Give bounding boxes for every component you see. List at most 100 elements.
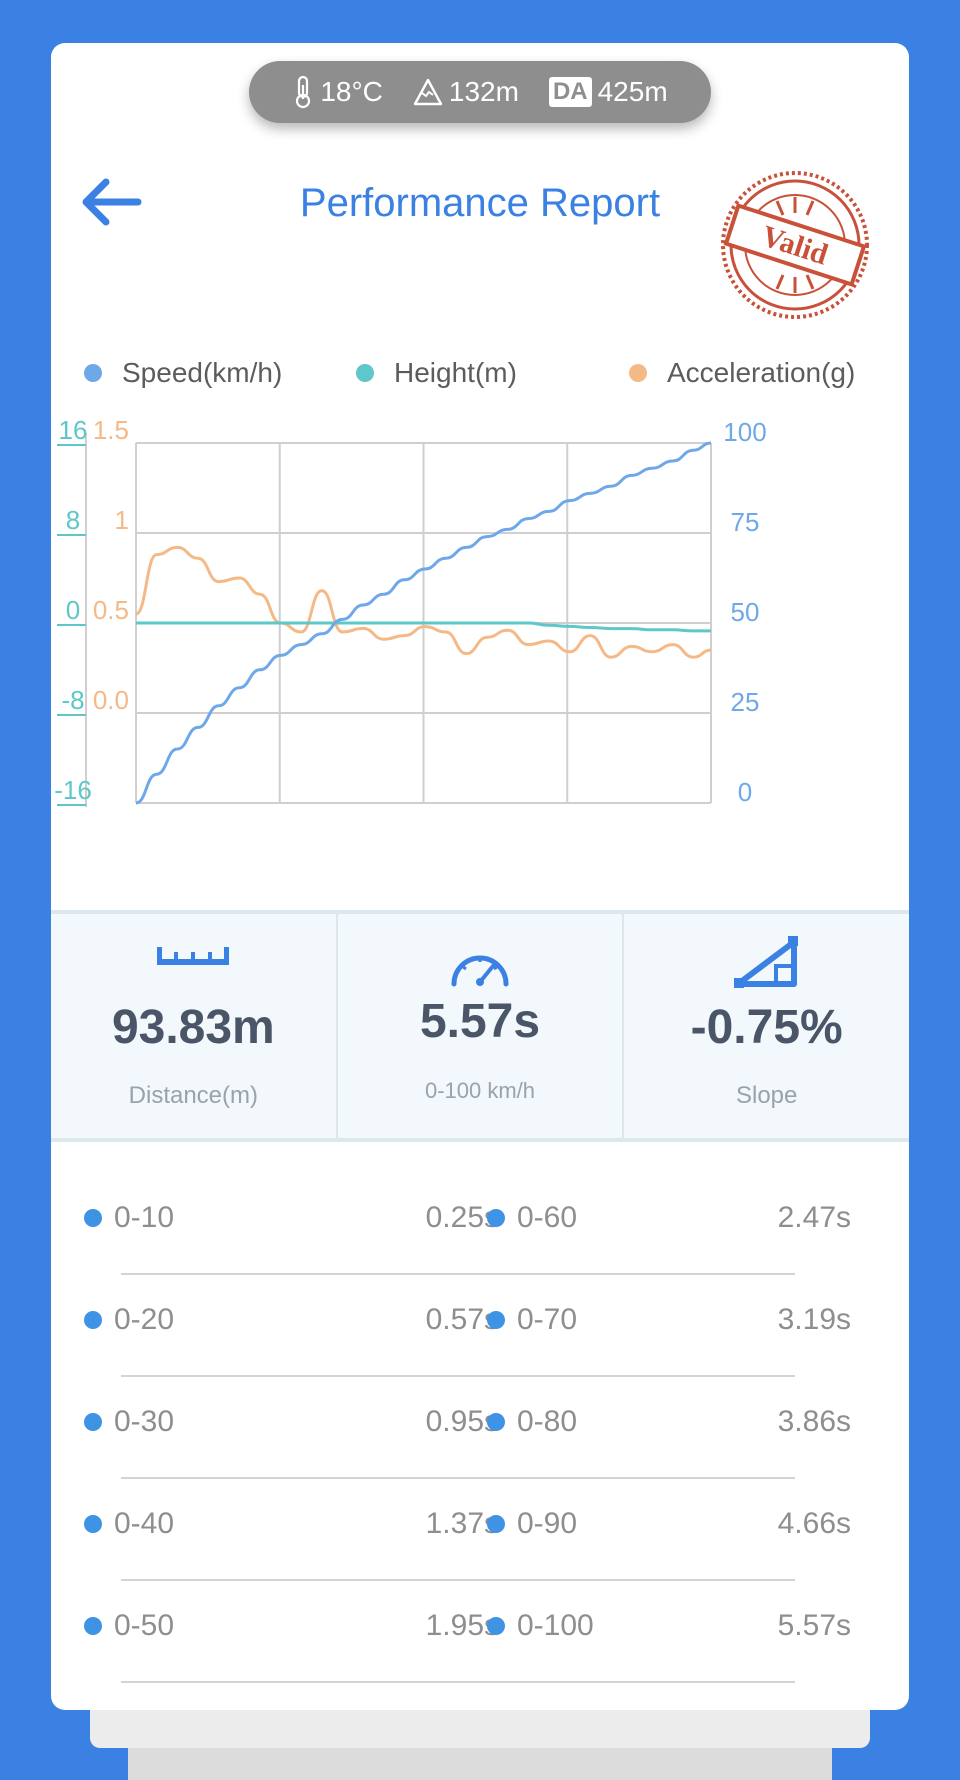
split-label: 0-90 xyxy=(517,1507,578,1540)
slope-icon xyxy=(733,936,798,988)
bullet-dot xyxy=(487,1311,505,1329)
split-label: 0-60 xyxy=(517,1201,578,1234)
split-label: 0-50 xyxy=(114,1609,175,1642)
legend-item-acceleration: Acceleration(g) xyxy=(629,348,855,398)
split-time: 0.57s xyxy=(425,1303,499,1336)
height-tick-label: 0 xyxy=(66,595,80,625)
bullet-dot xyxy=(487,1617,505,1635)
legend-label-speed: Speed(km/h) xyxy=(122,357,283,388)
split-left: 0-20 xyxy=(84,1275,174,1365)
valid-stamp: Valid xyxy=(721,171,869,319)
back-button[interactable] xyxy=(75,167,145,237)
legend-dot-speed xyxy=(84,364,102,382)
mountain-icon xyxy=(413,78,443,106)
acceleration-tick-label: 0.0 xyxy=(93,685,129,715)
acceleration-tick-label: 0.5 xyxy=(93,595,129,625)
speed-tick-label: 0 xyxy=(738,777,752,807)
split-label: 0-20 xyxy=(114,1303,175,1336)
report-card: 18°C 132m DA 425m Performance Report xyxy=(51,43,909,1710)
altitude-value: 132m xyxy=(448,76,519,107)
split-row: 0-10 0.25s 0-60 2.47s xyxy=(51,1173,909,1275)
speed-tick-label: 25 xyxy=(731,687,760,717)
legend-dot-height xyxy=(356,364,374,382)
bullet-dot xyxy=(84,1617,102,1635)
speed-tick-label: 100 xyxy=(723,417,766,447)
legend-item-speed: Speed(km/h) xyxy=(84,348,282,398)
row-divider xyxy=(121,1681,795,1683)
bullet-dot xyxy=(487,1209,505,1227)
row-divider xyxy=(121,1477,795,1479)
split-time: 1.37s xyxy=(425,1507,499,1540)
legend-label-height: Height(m) xyxy=(394,357,517,388)
page-title: Performance Report xyxy=(299,181,661,225)
altitude-item: 132m xyxy=(413,76,519,108)
bullet-dot xyxy=(84,1413,102,1431)
temperature-item: 18°C xyxy=(292,75,383,109)
density-altitude-value: 425m xyxy=(597,76,668,107)
split-right: 0-70 xyxy=(487,1275,577,1365)
stat-acceleration-time: 5.57s 0-100 km/h xyxy=(335,914,623,1138)
stats-panel: 93.83m Distance(m) 5.57s 0-100 km/h xyxy=(51,910,909,1142)
split-label: 0-40 xyxy=(114,1507,175,1540)
split-label: 0-70 xyxy=(517,1303,578,1336)
split-left: 0-40 xyxy=(84,1479,174,1569)
chart-legend: Speed(km/h) Height(m) Acceleration(g) xyxy=(51,348,909,398)
bullet-dot xyxy=(487,1515,505,1533)
split-time: 0.25s xyxy=(425,1201,499,1234)
split-right: 0-90 xyxy=(487,1479,577,1569)
split-left: 0-10 xyxy=(84,1173,174,1263)
split-left: 0-30 xyxy=(84,1377,174,1467)
split-row: 0-20 0.57s 0-70 3.19s xyxy=(51,1275,909,1377)
distance-value: 93.83m xyxy=(111,1001,275,1054)
split-row: 0-40 1.37s 0-90 4.66s xyxy=(51,1479,909,1581)
distance-label: Distance(m) xyxy=(128,1082,259,1109)
bullet-dot xyxy=(84,1311,102,1329)
height-line xyxy=(135,621,711,633)
split-label: 0-80 xyxy=(517,1405,578,1438)
legend-item-height: Height(m) xyxy=(356,348,517,398)
temperature-value: 18°C xyxy=(320,76,383,107)
split-label: 0-30 xyxy=(114,1405,175,1438)
split-time: 5.57s xyxy=(777,1609,851,1642)
split-label: 0-10 xyxy=(114,1201,175,1234)
height-tick-label: 16 xyxy=(59,415,88,445)
split-time: 4.66s xyxy=(777,1507,851,1540)
row-divider xyxy=(121,1273,795,1275)
bullet-dot xyxy=(84,1515,102,1533)
split-right: 0-60 xyxy=(487,1173,577,1263)
split-row: 0-50 1.95s 0-100 5.57s xyxy=(51,1581,909,1683)
density-altitude-item: DA 425m xyxy=(548,76,668,108)
split-row: 0-30 0.95s 0-80 3.86s xyxy=(51,1377,909,1479)
split-right: 0-100 xyxy=(487,1581,594,1671)
thermometer-icon xyxy=(296,75,311,109)
speedometer-icon xyxy=(451,955,509,987)
split-times: 0-10 0.25s 0-60 2.47s 0-20 0.57s 0-70 3.… xyxy=(51,1173,909,1703)
speed-line xyxy=(135,441,712,805)
performance-chart: 16 8 0 -8 -16 1.5 1 0.5 0.0 100 75 50 25 0 xyxy=(54,415,767,807)
stat-slope: -0.75% Slope xyxy=(622,914,909,1138)
environment-pill: 18°C 132m DA 425m xyxy=(249,61,711,123)
split-label: 0-100 xyxy=(517,1609,594,1642)
height-tick-label: -16 xyxy=(54,775,92,805)
bullet-dot xyxy=(84,1209,102,1227)
time-label: 0-100 km/h xyxy=(424,1078,536,1103)
acceleration-tick-label: 1 xyxy=(115,505,129,535)
da-badge: DA xyxy=(548,77,592,107)
height-tick-label: -8 xyxy=(61,685,84,715)
ruler-icon xyxy=(157,947,230,965)
split-time: 1.95s xyxy=(425,1609,499,1642)
split-time: 0.95s xyxy=(425,1405,499,1438)
split-time: 2.47s xyxy=(777,1201,851,1234)
split-time: 3.19s xyxy=(777,1303,851,1336)
legend-label-acceleration: Acceleration(g) xyxy=(667,357,856,388)
acceleration-line xyxy=(135,545,712,659)
split-time: 3.86s xyxy=(777,1405,851,1438)
slope-label: Slope xyxy=(735,1082,798,1109)
legend-dot-acceleration xyxy=(629,364,647,382)
row-divider xyxy=(121,1579,795,1581)
time-value: 5.57s xyxy=(419,995,541,1048)
stat-distance: 93.83m Distance(m) xyxy=(51,914,336,1138)
slope-value: -0.75% xyxy=(690,1001,843,1054)
split-left: 0-50 xyxy=(84,1581,174,1671)
height-tick-label: 8 xyxy=(66,505,80,535)
